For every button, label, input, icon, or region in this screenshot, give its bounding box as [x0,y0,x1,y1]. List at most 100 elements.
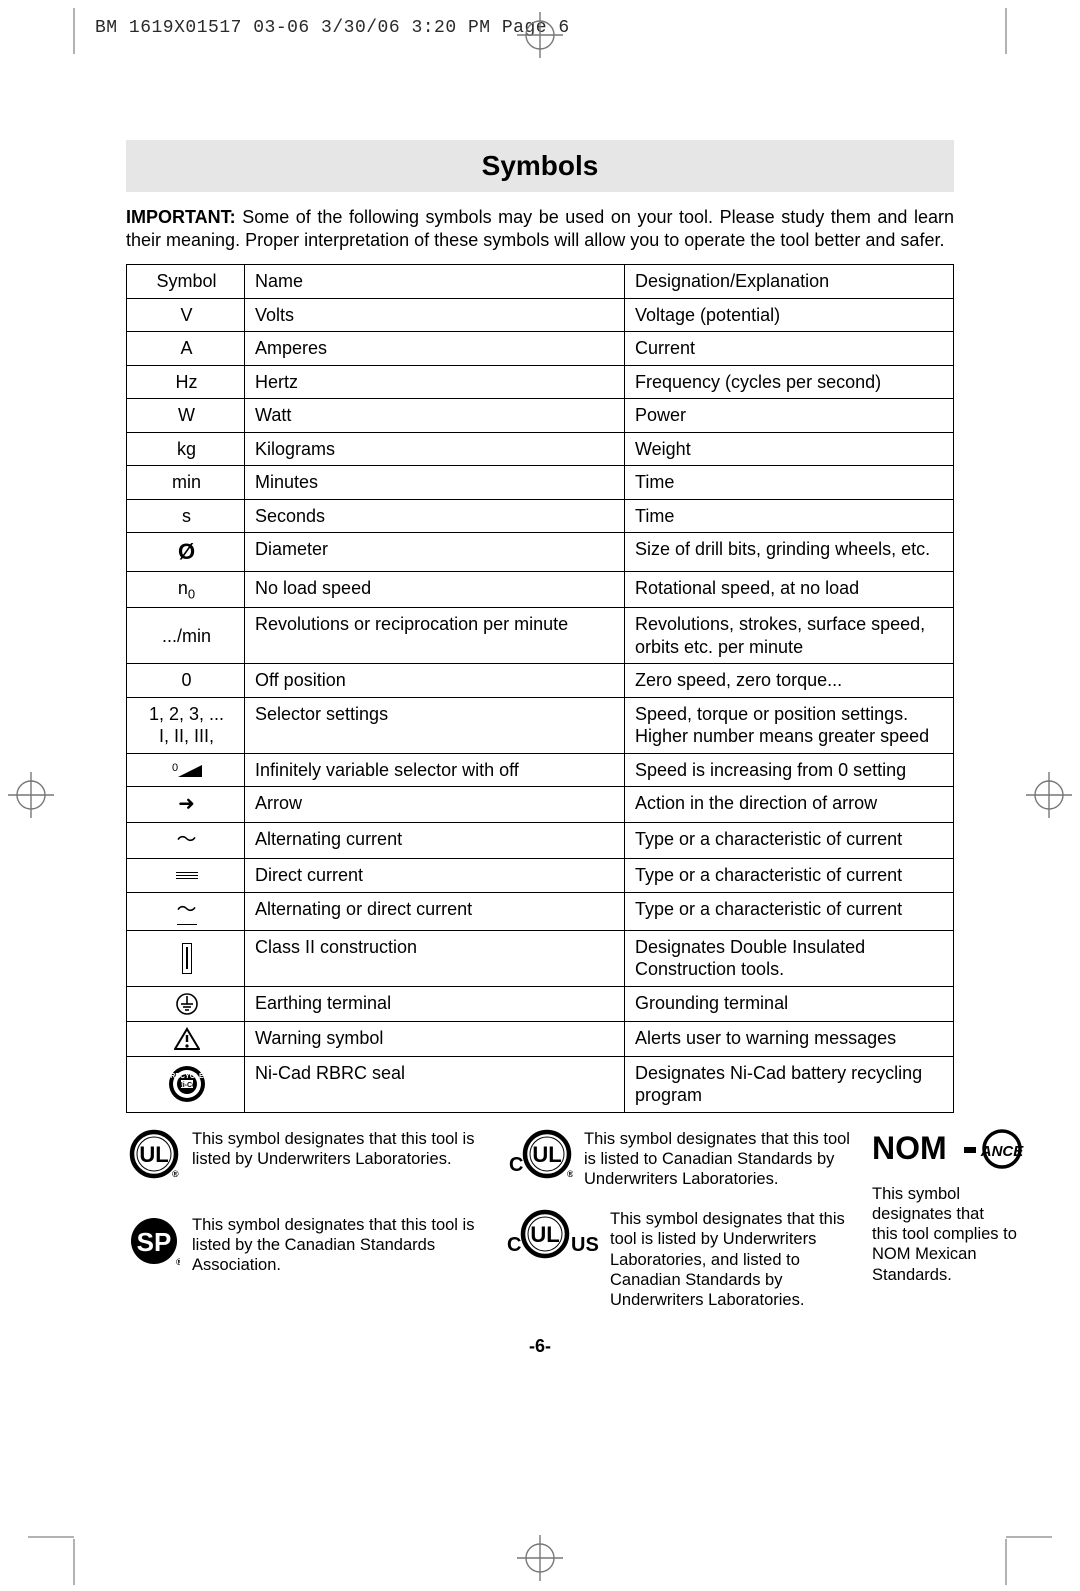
cell-symbol [127,1021,245,1056]
table-row: .../minRevolutions or reciprocation per … [127,608,954,664]
cell-symbol: 〜 [127,823,245,859]
table-row: 1, 2, 3, ...I, II, III,Selector settings… [127,697,954,753]
cert-cul-text: This symbol designates that this tool is… [584,1129,854,1189]
cell-desc: Action in the direction of arrow [625,787,954,823]
cell-name: Seconds [245,499,625,533]
cell-symbol: min [127,466,245,500]
certification-row: UL ® This symbol designates that this too… [126,1129,954,1310]
cell-desc: Weight [625,432,954,466]
cell-desc: Frequency (cycles per second) [625,365,954,399]
cell-desc: Grounding terminal [625,986,954,1021]
cell-desc: Designates Double Insulated Construction… [625,930,954,986]
reg-mark-left [8,772,54,818]
cert-ul: UL® This symbol designates that this too… [126,1129,486,1179]
crop-marks-bottom [0,1529,1080,1585]
table-row: ➜ArrowAction in the direction of arrow [127,787,954,823]
cell-desc: Speed is increasing from 0 setting [625,753,954,787]
cell-name: Volts [245,298,625,332]
table-row: Earthing terminalGrounding terminal [127,986,954,1021]
cert-ul-text: This symbol designates that this tool is… [192,1129,486,1169]
cell-symbol: ➜ [127,787,245,823]
cell-desc: Speed, torque or position settings. High… [625,697,954,753]
cell-desc: Zero speed, zero torque... [625,664,954,698]
cell-symbol: n0 [127,571,245,608]
cert-cul: CUL® This symbol designates that this to… [504,1129,854,1189]
nom-logo: NOM ANCE [872,1129,1032,1178]
cell-symbol: .../min [127,608,245,664]
table-row: 0Infinitely variable selector with offSp… [127,753,954,787]
svg-text:UL: UL [139,1142,168,1167]
table-row: RECYCLENi-CdNi-Cad RBRC sealDesignates N… [127,1056,954,1112]
cell-symbol: 〜 [127,892,245,930]
svg-text:US: US [571,1234,599,1256]
cell-desc: Power [625,399,954,433]
table-row: WWattPower [127,399,954,433]
cell-name: Amperes [245,332,625,366]
cell-desc: Time [625,499,954,533]
svg-text:NOM: NOM [872,1130,947,1166]
col-symbol: Symbol [127,265,245,299]
cell-symbol [127,930,245,986]
table-row: VVoltsVoltage (potential) [127,298,954,332]
table-row: 〜Alternating or direct currentType or a … [127,892,954,930]
cell-symbol: Hz [127,365,245,399]
cell-symbol: A [127,332,245,366]
table-row: n0No load speedRotational speed, at no l… [127,571,954,608]
col-name: Name [245,265,625,299]
cell-desc: Type or a characteristic of current [625,859,954,893]
cell-name: Ni-Cad RBRC seal [245,1056,625,1112]
cell-name: Revolutions or reciprocation per minute [245,608,625,664]
cell-name: Warning symbol [245,1021,625,1056]
cell-symbol: 0 [127,664,245,698]
cell-symbol: RECYCLENi-Cd [127,1056,245,1112]
table-row: kgKilogramsWeight [127,432,954,466]
svg-text:SP: SP [137,1227,172,1257]
table-row: AAmperesCurrent [127,332,954,366]
cell-name: Arrow [245,787,625,823]
symbols-table: Symbol Name Designation/Explanation VVol… [126,264,954,1113]
cell-name: Watt [245,399,625,433]
cell-symbol: 0 [127,753,245,787]
reg-mark-right [1026,772,1072,818]
svg-text:ANCE: ANCE [980,1143,1024,1160]
svg-text:0: 0 [172,762,178,774]
cell-desc: Alerts user to warning messages [625,1021,954,1056]
cell-desc: Time [625,466,954,500]
page-number: -6- [0,1336,1080,1357]
cell-name: Earthing terminal [245,986,625,1021]
cell-desc: Designates Ni-Cad battery recycling prog… [625,1056,954,1112]
cell-name: Hertz [245,365,625,399]
cell-name: Direct current [245,859,625,893]
svg-text:C: C [507,1234,521,1256]
cell-name: Diameter [245,533,625,572]
table-header-row: Symbol Name Designation/Explanation [127,265,954,299]
cul-logo: CUL® [504,1129,574,1179]
csa-logo: SP ® [126,1215,182,1267]
table-row: Class II constructionDesignates Double I… [127,930,954,986]
cell-name: Selector settings [245,697,625,753]
cert-culus: CULUS This symbol designates that this t… [504,1209,854,1310]
svg-text:UL: UL [532,1142,561,1167]
cell-symbol: 1, 2, 3, ...I, II, III, [127,697,245,753]
cell-symbol [127,859,245,893]
table-row: Warning symbolAlerts user to warning mes… [127,1021,954,1056]
cell-symbol: Ø [127,533,245,572]
cell-name: Kilograms [245,432,625,466]
cell-desc: Rotational speed, at no load [625,571,954,608]
cell-desc: Current [625,332,954,366]
svg-text:UL: UL [530,1222,559,1247]
svg-text:®: ® [176,1257,180,1267]
intro-paragraph: IMPORTANT: Some of the following symbols… [126,206,954,252]
table-row: 〜Alternating currentType or a characteri… [127,823,954,859]
cert-csa-text: This symbol designates that this tool is… [192,1215,486,1275]
page-content: Symbols IMPORTANT: Some of the following… [126,140,954,1310]
col-desc: Designation/Explanation [625,265,954,299]
cell-symbol: W [127,399,245,433]
cell-desc: Voltage (potential) [625,298,954,332]
svg-text:RECYCLE: RECYCLE [170,1073,204,1080]
svg-text:®: ® [567,1169,573,1179]
table-row: ØDiameterSize of drill bits, grinding wh… [127,533,954,572]
table-row: 0Off positionZero speed, zero torque... [127,664,954,698]
table-row: Direct currentType or a characteristic o… [127,859,954,893]
cell-name: Off position [245,664,625,698]
